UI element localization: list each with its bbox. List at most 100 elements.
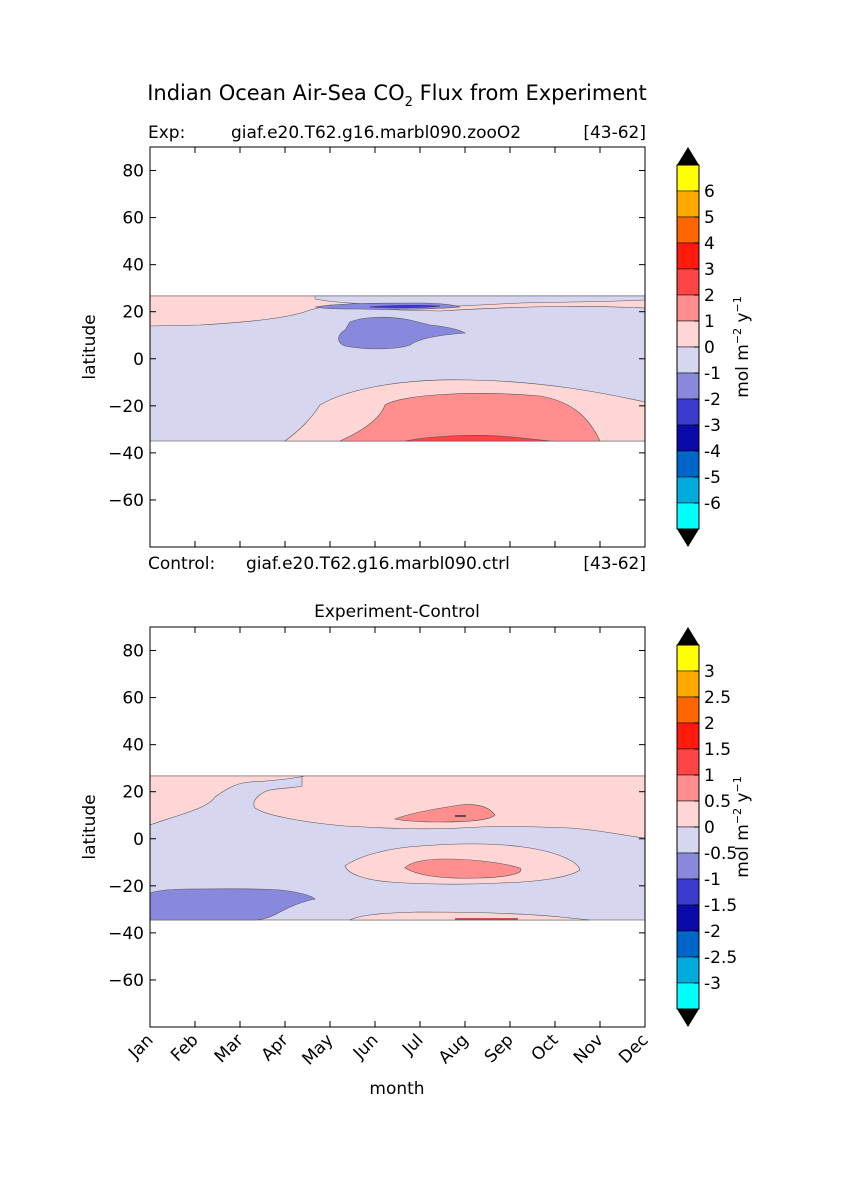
top-colorbar-tick-label: 6 [704, 182, 715, 202]
xtick-label-aug: Aug [435, 1030, 473, 1068]
top-region-south-red [339, 393, 601, 442]
bottom-region-south-tip [349, 911, 591, 921]
bottom-ytick-label: −20 [108, 877, 144, 897]
top-ytick-label: −20 [108, 397, 144, 417]
top-axes-frame [149, 146, 646, 548]
bottom-region-north-pink [149, 775, 646, 839]
bottom-colorbar-segment [676, 696, 700, 724]
top-colorbar-tick-label: 2 [704, 286, 715, 306]
top-ytick-label: −60 [108, 491, 144, 511]
top-colorbar-segment [676, 294, 700, 322]
top-ytick-label: 80 [122, 162, 144, 182]
xtick-label-sep: Sep [481, 1030, 518, 1067]
bottom-colorbar-segment [676, 982, 700, 1010]
top-colorbar-segment [676, 268, 700, 296]
bottom-ytick-label: 0 [133, 830, 144, 850]
top-region-blue-core [369, 305, 441, 308]
xlabel: month [369, 1079, 424, 1099]
top-colorbar-tick-label: -1 [704, 364, 721, 384]
bottom-ytick-label: −40 [108, 924, 144, 944]
exp-header-label: Exp: [148, 123, 185, 143]
bottom-colorbar-segment [676, 774, 700, 802]
top-colorbar: 6 5 4 3 2 1 0 -1 -2 -3 -4 -5 -6 mol m−2 y−1 [676, 147, 753, 547]
xtick-label-feb: Feb [167, 1030, 202, 1065]
bottom-colorbar-tick-label: -1.5 [704, 896, 737, 916]
bottom-ytick-label: 20 [122, 783, 144, 803]
bottom-colorbar-tick-label: 1.5 [704, 740, 731, 760]
top-ylabel: latitude [80, 314, 100, 379]
top-panel: Exp: giaf.e20.T62.g16.marbl090.zooO2 [43… [80, 123, 753, 574]
top-region-south-strong [404, 435, 551, 442]
bottom-colorbar-tick-label: -1 [704, 870, 721, 890]
top-colorbar-extend-max [677, 147, 699, 165]
bottom-plot-area: 80 60 40 20 0 −20 −40 −60 Jan Feb Mar Apr May Jun Jul A… [108, 626, 653, 1069]
xtick-label-oct: Oct [528, 1030, 563, 1065]
top-colorbar-tick-label: -6 [704, 494, 721, 514]
bottom-colorbar-segment [676, 670, 700, 698]
bottom-region-red-north [393, 804, 496, 823]
bottom-colorbar-extend-max [677, 627, 699, 645]
top-region-blue-patch [338, 316, 466, 350]
top-colorbar-segment [676, 502, 700, 530]
top-region-north-pink [149, 295, 646, 327]
top-colorbar-segment [676, 164, 700, 192]
bottom-colorbar-tick-label: 0 [704, 818, 715, 838]
xtick-label-jul: Jul [398, 1030, 427, 1059]
top-colorbar-segment [676, 216, 700, 244]
ctrl-footer-label: Control: [148, 554, 215, 574]
bottom-colorbar-segment [676, 748, 700, 776]
top-colorbar-units: mol m−2 y−1 [731, 296, 753, 398]
top-colorbar-tick-label: -4 [704, 442, 721, 462]
bottom-colorbar-segment [676, 826, 700, 854]
bottom-colorbar-tick-label: -2 [704, 922, 721, 942]
exp-header-years: [43-62] [583, 123, 646, 143]
bottom-colorbar-segment [676, 722, 700, 750]
top-ytick-label: 0 [133, 350, 144, 370]
bottom-colorbar-tick-label: 2.5 [704, 688, 731, 708]
bottom-ytick-label: 60 [122, 689, 144, 709]
top-colorbar-segment [676, 476, 700, 504]
top-colorbar-segment [676, 398, 700, 426]
top-colorbar-segment [676, 450, 700, 478]
top-colorbar-tick-label: 4 [704, 234, 715, 254]
bottom-colorbar-segment [676, 930, 700, 958]
top-colorbar-extend-min [677, 529, 699, 547]
bottom-region-south-red [404, 858, 522, 879]
bottom-colorbar-tick-label: -3 [704, 974, 721, 994]
ctrl-footer-case: giaf.e20.T62.g16.marbl090.ctrl [246, 554, 510, 574]
bottom-colorbar-segment [676, 800, 700, 828]
top-colorbar-segment [676, 424, 700, 452]
top-colorbar-segment [676, 372, 700, 400]
bottom-colorbar-segment [676, 904, 700, 932]
bottom-ytick-label: 80 [122, 642, 144, 662]
xtick-label-mar: Mar [211, 1030, 248, 1067]
xtick-label-nov: Nov [570, 1030, 608, 1068]
diff-title: Experiment-Control [314, 602, 480, 622]
bottom-colorbar: 3 2.5 2 1.5 1 0.5 0 -0.5 -1 -1.5 -2 -2.5 -3 mol m−2 y… [676, 627, 753, 1027]
top-colorbar-tick-label: 5 [704, 208, 715, 228]
bottom-colorbar-tick-label: -0.5 [704, 844, 737, 864]
bottom-ylabel: latitude [80, 794, 100, 859]
xtick-label-jun: Jun [349, 1030, 383, 1064]
xtick-label-apr: Apr [258, 1030, 293, 1065]
xtick-label-jan: Jan [124, 1030, 157, 1063]
figure-title: Indian Ocean Air-Sea CO2 Flux from Exper… [147, 81, 647, 110]
top-colorbar-segment [676, 190, 700, 218]
top-colorbar-segment [676, 242, 700, 270]
top-ytick-label: 40 [122, 256, 144, 276]
top-colorbar-tick-label: -2 [704, 390, 721, 410]
top-colorbar-tick-label: -3 [704, 416, 721, 436]
top-colorbar-segment [676, 320, 700, 348]
ctrl-footer-years: [43-62] [583, 554, 646, 574]
xtick-label-may: May [299, 1030, 338, 1069]
top-colorbar-segment [676, 346, 700, 374]
exp-header-case: giaf.e20.T62.g16.marbl090.zooO2 [231, 123, 521, 143]
top-colorbar-tick-label: 3 [704, 260, 715, 280]
bottom-colorbar-tick-label: 0.5 [704, 792, 731, 812]
bottom-region-sw-blue [149, 888, 316, 921]
top-colorbar-tick-label: 1 [704, 312, 715, 332]
bottom-colorbar-units: mol m−2 y−1 [731, 776, 753, 878]
bottom-colorbar-tick-label: 1 [704, 766, 715, 786]
bottom-colorbar-segment [676, 878, 700, 906]
bottom-colorbar-segment [676, 644, 700, 672]
